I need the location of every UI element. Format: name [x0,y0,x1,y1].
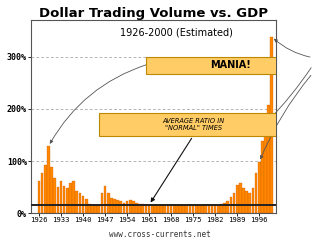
Bar [186,205,188,213]
Bar [88,204,91,213]
Text: 1926-2000 (Estimated): 1926-2000 (Estimated) [120,28,232,38]
Bar [94,206,97,213]
Bar [97,206,100,213]
Bar [126,201,128,213]
Bar [44,165,47,213]
Bar [116,200,119,213]
Bar [76,191,78,213]
Bar [252,188,254,213]
Title: Dollar Trading Volume vs. GDP: Dollar Trading Volume vs. GDP [39,7,268,20]
Bar [264,123,267,213]
Bar [132,201,135,213]
Bar [255,173,257,213]
Bar [110,198,113,213]
Bar [182,205,185,213]
Bar [261,141,264,213]
FancyBboxPatch shape [146,57,316,74]
Bar [57,187,59,213]
Bar [66,188,68,213]
Bar [119,201,122,213]
Bar [164,205,166,213]
Bar [220,204,223,213]
Bar [270,37,273,213]
Bar [179,205,182,213]
Bar [154,205,157,213]
Bar [214,205,217,213]
Bar [189,205,191,213]
Bar [151,205,154,213]
Bar [226,201,229,213]
FancyBboxPatch shape [99,114,287,137]
Bar [50,167,53,213]
Bar [78,193,81,213]
Bar [211,205,213,213]
Bar [53,178,56,213]
Bar [145,205,147,213]
Bar [201,205,204,213]
Bar [104,186,106,213]
Bar [72,181,75,213]
Bar [204,205,207,213]
Bar [160,205,163,213]
Bar [63,186,66,213]
Text: AVERAGE RATIO IN
"NORMAL" TIMES: AVERAGE RATIO IN "NORMAL" TIMES [162,119,224,132]
Bar [248,193,251,213]
Bar [239,183,242,213]
Bar [173,205,176,213]
Bar [69,183,72,213]
Bar [82,196,84,213]
Bar [233,193,235,213]
Bar [236,185,238,213]
Bar [123,203,125,213]
Bar [223,203,226,213]
Bar [85,199,87,213]
Bar [135,203,138,213]
Bar [38,181,40,213]
Bar [195,205,198,213]
Bar [229,197,232,213]
Bar [267,105,270,213]
Bar [107,193,109,213]
Bar [148,205,150,213]
Bar [167,205,169,213]
Bar [141,204,144,213]
Bar [157,205,160,213]
Bar [170,205,172,213]
Text: MANIA!: MANIA! [211,60,251,70]
Bar [192,205,195,213]
Bar [176,205,179,213]
Bar [47,146,50,213]
Bar [242,188,245,213]
Bar [258,162,260,213]
Bar [245,191,248,213]
Bar [207,205,210,213]
Bar [198,205,201,213]
Bar [41,173,44,213]
Bar [91,205,94,213]
Bar [60,181,62,213]
Bar [113,199,116,213]
Bar [100,193,103,213]
Bar [217,205,220,213]
Text: www.cross-currents.net: www.cross-currents.net [109,230,211,239]
Bar [138,204,141,213]
Bar [129,200,132,213]
